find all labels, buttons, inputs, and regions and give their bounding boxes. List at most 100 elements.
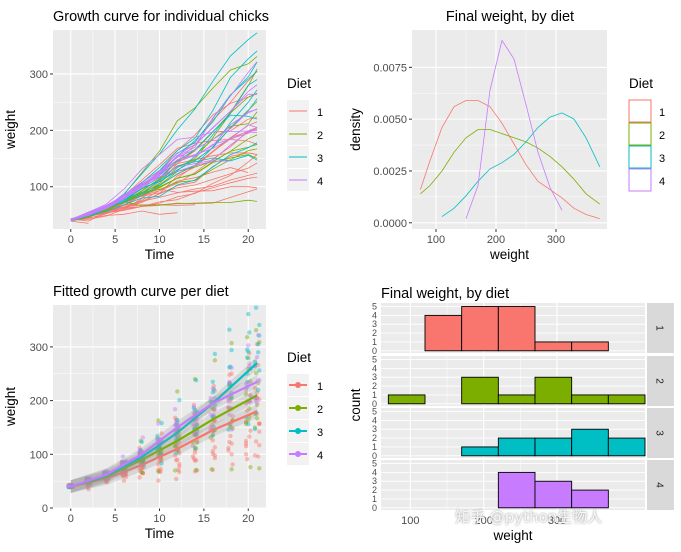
y-tick-label: 100	[30, 182, 48, 194]
weight-point-diet-4	[66, 483, 71, 489]
weight-point-diet-4	[227, 412, 232, 417]
chick-growth-line-diet-3	[70, 142, 258, 221]
weight-point-diet-4	[191, 431, 197, 437]
weight-point-diet-1	[192, 431, 198, 437]
y-tick-label: 4	[372, 310, 377, 320]
weight-point-diet-2	[248, 465, 253, 470]
facet-strip	[647, 408, 674, 458]
histogram-bar-diet-4	[497, 471, 536, 509]
weight-point-diet-3	[257, 333, 262, 338]
weight-point-diet-1	[192, 431, 198, 437]
weight-point-diet-2	[209, 467, 214, 472]
weight-point-diet-4	[257, 378, 262, 383]
weight-point-diet-1	[230, 414, 235, 419]
weight-point-diet-4	[101, 469, 107, 475]
weight-point-diet-1	[230, 462, 235, 467]
weight-point-diet-1	[254, 390, 260, 395]
weight-point-diet-1	[191, 456, 197, 461]
weight-point-diet-1	[140, 470, 145, 476]
weight-point-diet-1	[210, 467, 215, 473]
legend-label: 4	[659, 176, 665, 188]
y-tick-label: 3	[372, 372, 377, 382]
weight-point-diet-1	[104, 480, 109, 485]
y-tick-label: 1	[372, 494, 377, 504]
weight-point-diet-1	[85, 484, 90, 490]
weight-point-diet-1	[122, 472, 128, 477]
weight-point-diet-1	[156, 467, 161, 473]
weight-point-diet-3	[139, 439, 144, 445]
x-tick-label: 100	[427, 234, 445, 246]
y-tick-label: 2	[372, 328, 377, 338]
weight-point-diet-4	[174, 422, 179, 427]
weight-point-diet-4	[156, 421, 161, 426]
weight-point-diet-4	[210, 386, 215, 391]
chart-title: Final weight, by diet	[446, 9, 574, 25]
histogram-bar-diet-3	[497, 437, 536, 457]
weight-point-diet-3	[253, 305, 259, 310]
histogram-bar-diet-1	[497, 306, 536, 352]
weight-point-diet-1	[247, 434, 252, 439]
weight-point-diet-1	[192, 450, 198, 455]
weight-point-diet-1	[229, 452, 234, 457]
y-tick-label: 2	[372, 381, 377, 391]
weight-point-diet-1	[67, 483, 72, 489]
weight-point-diet-1	[257, 421, 262, 426]
histogram-bar-diet-1	[534, 341, 573, 352]
weight-point-diet-4	[208, 411, 213, 417]
weight-point-diet-1	[120, 473, 126, 478]
weight-point-diet-1	[252, 453, 258, 458]
weight-point-diet-3	[210, 390, 215, 395]
histogram-bar-diet-4	[571, 489, 609, 509]
weight-point-diet-4	[227, 380, 232, 385]
facet-strip-label: 3	[654, 430, 665, 436]
weight-point-diet-1	[257, 443, 262, 448]
weight-point-diet-3	[211, 424, 216, 430]
weight-point-diet-2	[252, 425, 258, 430]
weight-point-diet-1	[191, 402, 197, 408]
y-tick-label: 5	[372, 302, 377, 312]
weight-point-diet-2	[228, 424, 233, 430]
x-tick-label: 20	[242, 513, 254, 525]
weight-point-diet-1	[257, 421, 262, 426]
weight-point-diet-1	[226, 405, 231, 410]
y-tick-label: 0.0000	[373, 218, 407, 230]
weight-point-diet-1	[88, 483, 93, 488]
weight-point-diet-1	[212, 445, 218, 450]
weight-point-diet-3	[228, 364, 233, 369]
weight-point-diet-4	[253, 398, 259, 403]
weight-point-diet-1	[228, 433, 233, 439]
weight-point-diet-4	[140, 435, 145, 440]
weight-point-diet-1	[67, 483, 72, 489]
confidence-band-diet-2	[70, 388, 258, 493]
chick-growth-line-diet-4	[70, 93, 258, 221]
weight-point-diet-3	[159, 461, 164, 466]
weight-point-diet-1	[138, 469, 143, 474]
weight-point-diet-1	[122, 472, 128, 477]
weight-point-diet-1	[177, 469, 182, 475]
density-curve-diet-2	[420, 129, 601, 205]
weight-point-diet-4	[119, 460, 125, 465]
weight-point-diet-1	[137, 467, 142, 472]
weight-point-diet-2	[253, 371, 259, 376]
weight-point-diet-1	[247, 351, 252, 356]
weight-point-diet-1	[67, 483, 72, 489]
weight-point-diet-1	[248, 393, 253, 398]
x-tick-label: 100	[401, 515, 419, 527]
weight-point-diet-1	[210, 432, 215, 438]
chick-growth-line-diet-4	[70, 129, 258, 220]
x-tick-label: 15	[198, 513, 210, 525]
weight-point-diet-2	[227, 382, 232, 387]
facet-strip-label: 2	[654, 378, 665, 384]
y-tick-label: 5	[372, 355, 377, 365]
weight-point-diet-1	[159, 458, 164, 463]
y-tick-label: 200	[30, 396, 48, 408]
weight-point-diet-1	[123, 474, 129, 480]
weight-point-diet-4	[247, 364, 252, 369]
weight-point-diet-3	[175, 417, 180, 423]
weight-point-diet-4	[120, 459, 126, 464]
weight-point-diet-1	[67, 483, 72, 489]
weight-point-diet-1	[192, 447, 198, 453]
weight-point-diet-2	[208, 435, 213, 440]
weight-point-diet-3	[227, 381, 232, 386]
